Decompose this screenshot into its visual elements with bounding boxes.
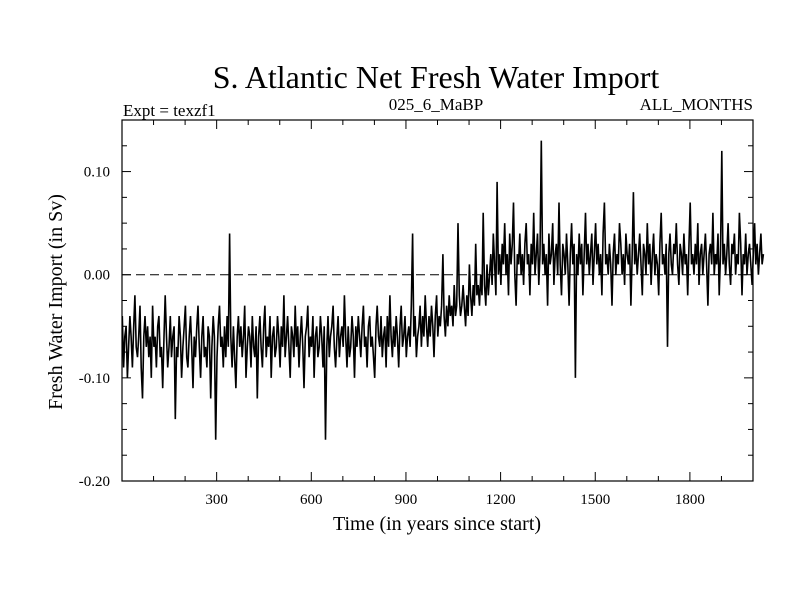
y-tick-label: -0.20 — [79, 474, 110, 490]
x-tick-label: 1500 — [580, 492, 610, 508]
x-tick-label: 600 — [300, 492, 323, 508]
subtitle-center: 025_6_MaBP — [389, 95, 483, 114]
x-tick-label: 300 — [205, 492, 228, 508]
y-axis-label: Fresh Water Import (in Sv) — [45, 194, 67, 410]
plot-area: 300 600 900 1200 1500 1800 -0.20 -0.10 0.00 0.10 — [79, 119, 765, 508]
y-tick-label: 0.00 — [84, 268, 110, 284]
x-axis-label: Time (in years since start) — [333, 513, 541, 535]
chart-title: S. Atlantic Net Fresh Water Import — [213, 59, 660, 95]
x-tick-label: 1200 — [486, 492, 516, 508]
subtitle-right: ALL_MONTHS — [640, 95, 753, 114]
x-tick-label: 900 — [395, 492, 418, 508]
y-tick-label: 0.10 — [84, 165, 110, 181]
x-tick-label: 1800 — [675, 492, 705, 508]
subtitle-left: Expt = texzf1 — [123, 101, 216, 120]
series-line-0 — [121, 140, 765, 440]
y-tick-label: -0.10 — [79, 371, 110, 387]
